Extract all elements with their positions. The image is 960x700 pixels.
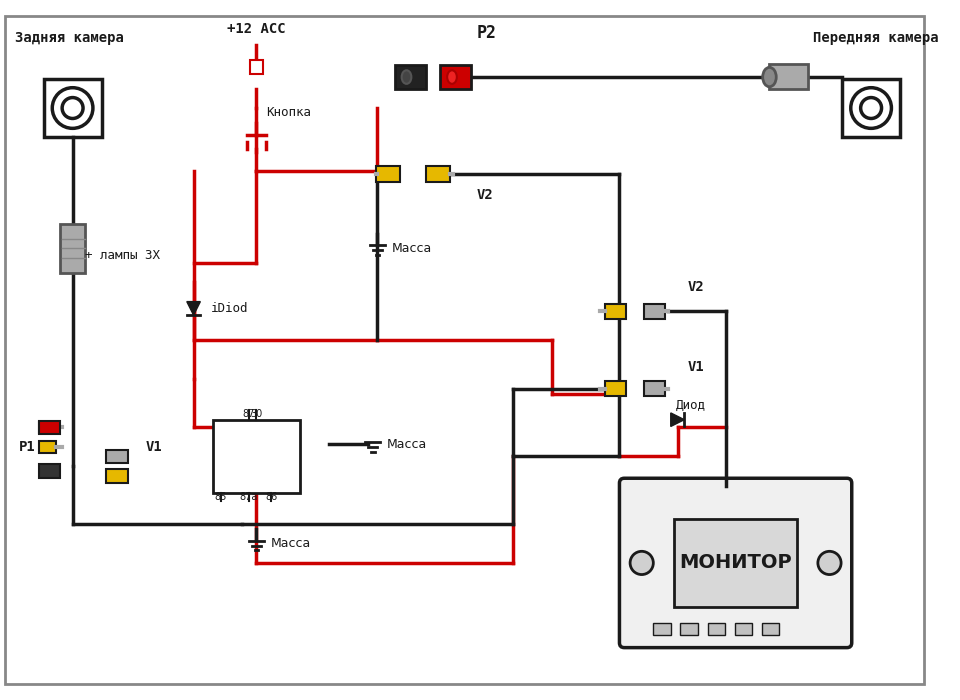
Bar	[375, 166, 399, 181]
Bar	[708, 624, 725, 635]
Text: Масса: Масса	[271, 537, 311, 550]
Circle shape	[62, 97, 84, 118]
Text: iDiod: iDiod	[211, 302, 249, 315]
Bar	[107, 469, 128, 482]
Ellipse shape	[447, 70, 457, 84]
Circle shape	[630, 552, 654, 575]
Bar	[38, 421, 60, 434]
Text: V2: V2	[687, 280, 704, 294]
Ellipse shape	[762, 67, 777, 87]
Text: + лампы 3Х: + лампы 3Х	[84, 248, 159, 262]
Text: +12 ACC: +12 ACC	[228, 22, 286, 36]
Text: МОНИТОР: МОНИТОР	[680, 554, 792, 573]
Circle shape	[52, 88, 93, 128]
Text: P2: P2	[476, 24, 496, 41]
Bar	[605, 304, 626, 319]
Bar	[643, 381, 665, 396]
Bar	[605, 381, 626, 396]
Ellipse shape	[401, 70, 411, 84]
Bar	[38, 464, 60, 478]
Bar	[250, 60, 263, 74]
Text: Масса: Масса	[387, 438, 427, 452]
Bar	[43, 79, 102, 137]
Text: 86: 86	[265, 492, 277, 503]
Bar	[38, 441, 56, 453]
Circle shape	[818, 552, 841, 575]
Bar	[107, 449, 128, 463]
Bar	[674, 519, 797, 607]
Bar	[770, 64, 808, 89]
Circle shape	[851, 88, 892, 128]
Text: Задняя камера: Задняя камера	[14, 32, 124, 46]
Polygon shape	[187, 302, 201, 315]
Bar	[681, 624, 698, 635]
Text: V1: V1	[687, 360, 704, 374]
Polygon shape	[671, 413, 684, 426]
Bar	[842, 79, 900, 137]
Text: Масса: Масса	[392, 242, 432, 255]
Text: 85: 85	[214, 492, 227, 503]
Bar	[441, 65, 471, 89]
Bar	[395, 65, 426, 89]
Circle shape	[861, 97, 881, 118]
Text: 30: 30	[251, 409, 263, 419]
Text: 87: 87	[243, 409, 255, 419]
Bar	[643, 304, 665, 319]
Text: 87a: 87a	[240, 492, 258, 503]
FancyBboxPatch shape	[619, 478, 852, 648]
Text: P1: P1	[19, 440, 36, 454]
Bar	[426, 166, 450, 181]
Bar	[761, 624, 780, 635]
Text: Передняя камера: Передняя камера	[813, 32, 939, 46]
Bar	[60, 224, 85, 272]
Text: V2: V2	[476, 188, 492, 202]
Text: Кнопка: Кнопка	[266, 106, 311, 120]
Bar	[213, 420, 300, 493]
Bar	[654, 624, 671, 635]
Bar	[734, 624, 752, 635]
Bar	[38, 421, 56, 433]
Text: Диод: Диод	[676, 399, 706, 412]
Text: V1: V1	[145, 440, 162, 454]
